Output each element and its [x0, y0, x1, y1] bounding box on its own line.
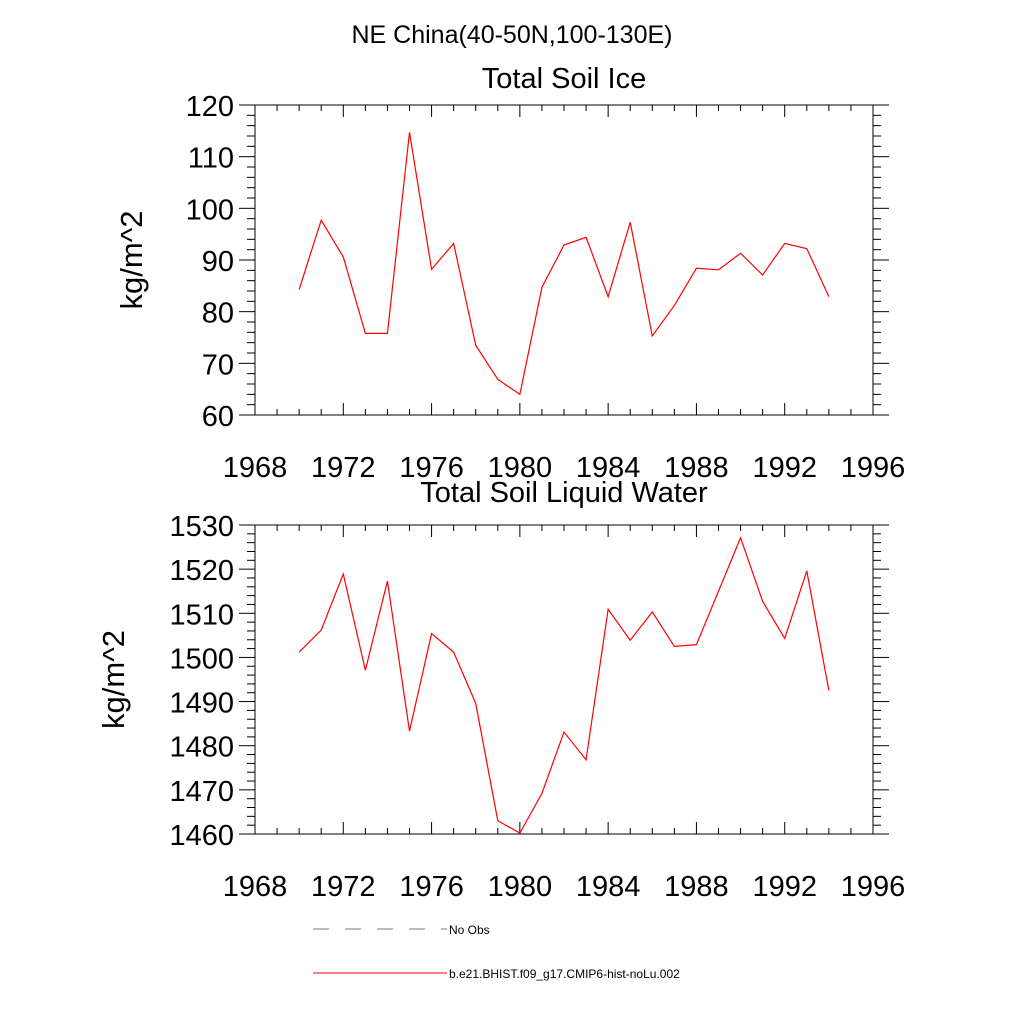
y-tick-label: 1480 [169, 732, 234, 764]
data-point [761, 600, 764, 603]
soil-ice-panel: Total Soil Ice kg/m^2 1968 1972 1976 1980 1984… [114, 63, 905, 484]
x-tick-label: 1988 [664, 871, 729, 903]
y-tick-label: 1530 [169, 511, 234, 543]
data-point [629, 639, 632, 642]
data-point [607, 608, 610, 611]
data-point [452, 242, 455, 245]
data-point [805, 569, 808, 572]
x-tick-label: 1984 [576, 452, 641, 484]
data-point [342, 572, 345, 575]
x-tick-label: 1976 [399, 871, 464, 903]
data-point [651, 610, 654, 613]
data-point [452, 651, 455, 654]
data-point [673, 645, 676, 648]
plot-frame [254, 104, 874, 416]
data-point [805, 247, 808, 250]
y-tick-label: 90 [202, 246, 234, 278]
data-point [320, 629, 323, 632]
data-point [474, 344, 477, 347]
x-tick-label: 1980 [488, 871, 553, 903]
x-tick-label: 1992 [752, 871, 817, 903]
data-point [540, 286, 543, 289]
data-point [607, 295, 610, 298]
data-point [430, 268, 433, 271]
data-point [695, 643, 698, 646]
data-point [474, 702, 477, 705]
data-point [518, 393, 521, 396]
x-tick-label: 1980 [488, 452, 553, 484]
legend-label: b.e21.BHIST.f09_g17.CMIP6-hist-noLu.002 [449, 967, 680, 981]
data-point [673, 304, 676, 307]
data-point [827, 689, 830, 692]
y-tick-label: 1520 [169, 555, 234, 587]
y-tick-label: 1500 [169, 643, 234, 675]
x-tick-label: 1972 [311, 452, 376, 484]
data-point [761, 273, 764, 276]
data-point [496, 819, 499, 822]
x-tick-label: 1968 [223, 452, 288, 484]
legend: No Obs b.e21.BHIST.f09_g17.CMIP6-hist-noL… [313, 923, 680, 981]
series-line [298, 132, 830, 396]
data-point [717, 590, 720, 593]
data-point [563, 731, 566, 734]
data-point [342, 255, 345, 258]
y-tick-label: 70 [202, 349, 234, 381]
data-point [629, 221, 632, 224]
chart-title: Total Soil Liquid Water [420, 477, 708, 509]
plot-frame [254, 524, 874, 835]
data-point [386, 580, 389, 583]
y-tick-label: 60 [202, 401, 234, 433]
y-tick-label: 1460 [169, 820, 234, 852]
data-point [651, 334, 654, 337]
figure-suptitle: NE China(40-50N,100-130E) [351, 21, 672, 49]
y-tick-label: 120 [186, 91, 234, 123]
data-point [408, 730, 411, 733]
data-point [540, 792, 543, 795]
x-tick-label: 1968 [223, 871, 288, 903]
data-point [408, 131, 411, 134]
x-tick-label: 1984 [576, 871, 641, 903]
x-tick-label: 1996 [841, 871, 906, 903]
y-tick-label: 100 [186, 194, 234, 226]
data-point [717, 268, 720, 271]
data-point [585, 236, 588, 239]
data-point [364, 669, 367, 672]
data-point [783, 637, 786, 640]
data-point [585, 758, 588, 761]
data-point [496, 378, 499, 381]
x-tick-label: 1976 [399, 452, 464, 484]
y-tick-label: 110 [188, 143, 234, 175]
data-point [739, 536, 742, 539]
y-tick-label: 80 [202, 298, 234, 330]
data-point [695, 267, 698, 270]
data-point [320, 219, 323, 222]
data-point [827, 295, 830, 298]
x-tick-label: 1996 [841, 452, 906, 484]
legend-label: No Obs [449, 923, 490, 937]
data-point [298, 651, 301, 654]
data-point [739, 252, 742, 255]
y-tick-label: 1470 [169, 776, 234, 808]
y-axis-label: kg/m^2 [114, 211, 149, 310]
series-line [298, 536, 830, 834]
data-point [298, 288, 301, 291]
soil-liquid-water-panel: Total Soil Liquid Water kg/m^2 1968 1972 197… [96, 477, 905, 903]
chart-title: Total Soil Ice [482, 63, 646, 95]
y-axis-label: kg/m^2 [96, 630, 131, 729]
y-tick-label: 1510 [169, 599, 234, 631]
data-point [563, 244, 566, 247]
data-point [783, 242, 786, 245]
x-tick-label: 1972 [311, 871, 376, 903]
x-tick-label: 1988 [664, 452, 729, 484]
data-point [386, 332, 389, 335]
data-point [430, 632, 433, 635]
data-point [364, 332, 367, 335]
y-tick-label: 1490 [169, 688, 234, 720]
x-tick-label: 1992 [752, 452, 817, 484]
